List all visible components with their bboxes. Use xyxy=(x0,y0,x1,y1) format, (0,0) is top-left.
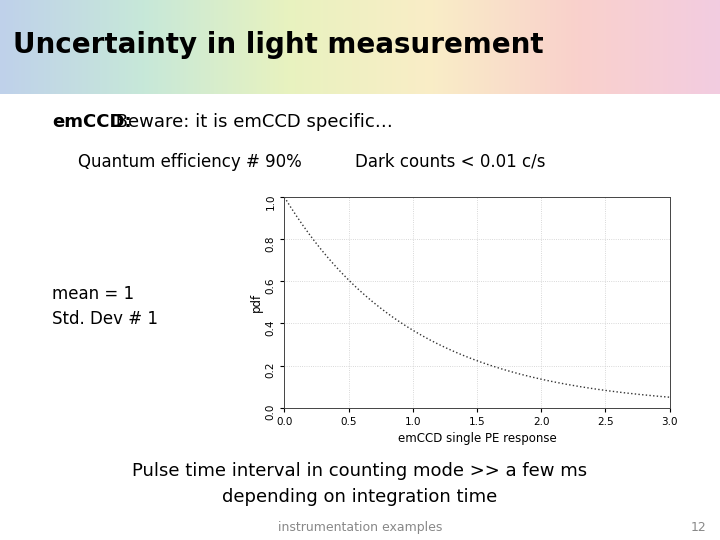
Y-axis label: pdf: pdf xyxy=(250,293,263,312)
Text: mean = 1: mean = 1 xyxy=(52,285,134,303)
Text: Std. Dev # 1: Std. Dev # 1 xyxy=(52,310,158,328)
X-axis label: emCCD single PE response: emCCD single PE response xyxy=(397,433,557,446)
Text: instrumentation examples: instrumentation examples xyxy=(278,521,442,534)
Text: 12: 12 xyxy=(690,521,706,534)
Text: depending on integration time: depending on integration time xyxy=(222,488,498,506)
Text: Pulse time interval in counting mode >> a few ms: Pulse time interval in counting mode >> … xyxy=(132,462,588,480)
Text: emCCD:: emCCD: xyxy=(52,112,132,131)
Text: Dark counts < 0.01 c/s: Dark counts < 0.01 c/s xyxy=(355,153,546,171)
Text: Uncertainty in light measurement: Uncertainty in light measurement xyxy=(13,31,544,59)
Text: Quantum efficiency # 90%: Quantum efficiency # 90% xyxy=(78,153,302,171)
Text: Beware: it is emCCD specific…: Beware: it is emCCD specific… xyxy=(110,112,393,131)
